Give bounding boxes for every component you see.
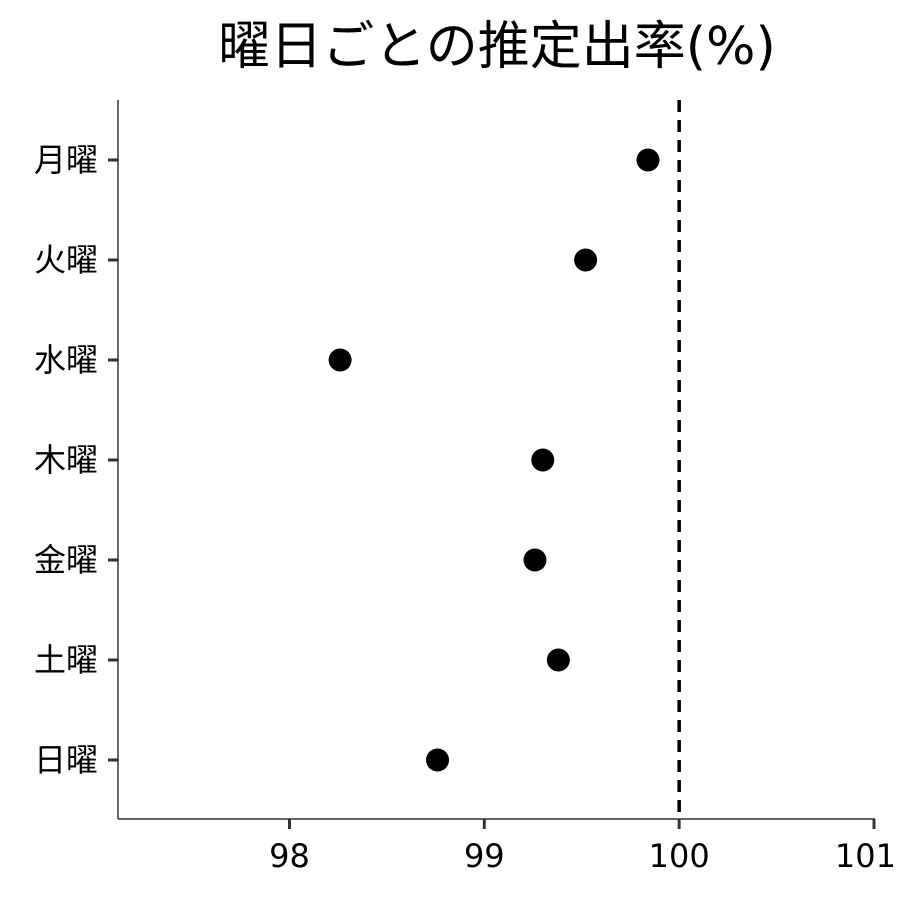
data-point xyxy=(523,548,547,572)
y-tick-label: 水曜 xyxy=(34,341,98,379)
axes xyxy=(117,100,875,820)
data-point xyxy=(426,748,450,772)
data-point xyxy=(328,348,352,372)
data-point xyxy=(546,648,570,672)
y-tick-label: 金曜 xyxy=(34,541,98,579)
y-tick-label: 月曜 xyxy=(34,141,98,179)
data-points xyxy=(328,148,660,772)
data-point xyxy=(531,448,555,472)
x-tick-label: 99 xyxy=(464,837,505,875)
y-tick-label: 木曜 xyxy=(34,441,98,479)
y-tick-label: 日曜 xyxy=(34,741,98,779)
data-point xyxy=(574,248,598,272)
chart-title: 曜日ごとの推定出率(%) xyxy=(218,17,775,77)
y-tick-label: 火曜 xyxy=(34,241,98,279)
y-tick-label: 土曜 xyxy=(34,641,98,679)
x-axis-ticks: 98 99 100 101 xyxy=(269,819,896,875)
x-tick-label: 98 xyxy=(269,837,310,875)
data-point xyxy=(636,148,660,172)
x-tick-label: 101 xyxy=(835,837,896,875)
x-tick-label: 100 xyxy=(649,837,710,875)
